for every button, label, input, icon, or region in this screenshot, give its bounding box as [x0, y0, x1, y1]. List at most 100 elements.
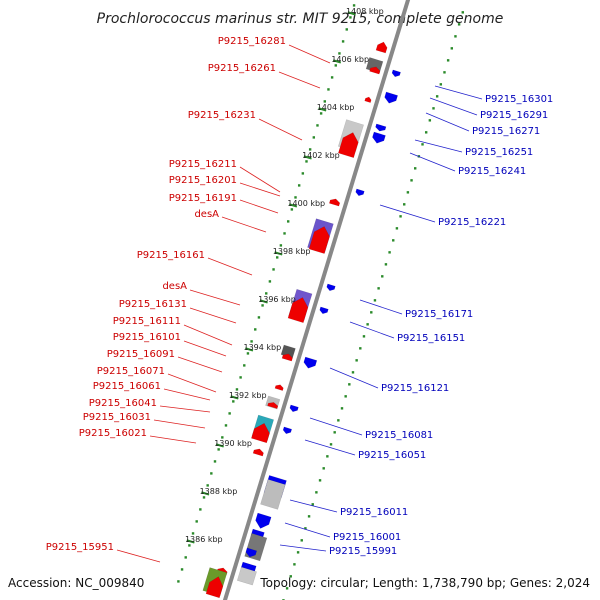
ring-dot [286, 220, 290, 223]
ring-dot [213, 460, 217, 463]
ring-dot [177, 580, 180, 583]
leader-line [167, 373, 217, 393]
leader-line [258, 118, 303, 141]
gene-reverse [372, 131, 386, 144]
ring-dot [307, 515, 311, 518]
leader-line [434, 85, 483, 100]
outer-tick-ring [177, 4, 356, 583]
ring-dot [341, 40, 345, 43]
tick-mark [332, 59, 342, 64]
gene-forward [205, 576, 224, 599]
ring-dot [377, 287, 380, 290]
leader-line [239, 182, 281, 197]
ring-dot [428, 119, 432, 122]
leader-line [239, 166, 281, 193]
tick-mark [215, 443, 224, 448]
ring-dot [410, 179, 413, 182]
gene-reverse [319, 306, 329, 315]
ring-dot [268, 280, 272, 283]
ring-dot [345, 28, 348, 31]
ring-dot [188, 544, 191, 547]
ring-dot [381, 275, 384, 278]
ring-dot [257, 316, 261, 319]
tick-label: 1404 kbp [317, 103, 355, 112]
ring-dot [461, 11, 464, 14]
ring-dot [316, 124, 319, 127]
gene-label-reverse: P9215_16121 [381, 383, 449, 394]
ring-dot [362, 335, 366, 338]
leader-line [189, 307, 237, 324]
leader-line [159, 405, 211, 413]
ring-dot [246, 352, 250, 355]
tick-mark [303, 155, 312, 160]
gene-label-forward: P9215_16211 [169, 159, 237, 170]
ring-dot [424, 131, 428, 134]
ring-dot [318, 479, 322, 482]
ring-dot [283, 232, 286, 235]
gene-forward [252, 448, 264, 457]
gene-reverse [260, 479, 286, 510]
tick-mark [259, 299, 268, 304]
leader-line [284, 522, 331, 538]
ring-dot [279, 244, 283, 247]
ring-dot [308, 148, 312, 151]
gene-forward [287, 297, 309, 324]
ring-dot [217, 448, 220, 451]
ring-dot [373, 299, 377, 302]
tick-label: 1392 kbp [229, 391, 267, 400]
gene-reverse [255, 512, 272, 529]
gene-label-forward: P9215_15951 [46, 542, 114, 553]
tick-mark [186, 539, 195, 544]
ring-dot [199, 508, 202, 511]
ring-dot [228, 412, 231, 415]
gene-reverse [236, 566, 257, 586]
gene-label-reverse: P9215_16251 [465, 147, 533, 158]
ring-dot [319, 112, 323, 115]
ring-dot [329, 443, 333, 446]
gene-forward [281, 353, 293, 362]
tick-mark [318, 107, 327, 112]
ring-dot [243, 364, 246, 367]
gene-label-reverse: P9215_16151 [397, 333, 465, 344]
gene-label-reverse: P9215_16011 [340, 507, 408, 518]
bp-ticks: 1408 kbp 1406 kbp 1404 kbp 1402 kbp 1400 kbp… [185, 7, 384, 544]
ring-dot [297, 184, 301, 187]
gene-label-forward: desA [194, 209, 219, 220]
tick-label: 1408 kbp [346, 7, 384, 16]
ring-dot [327, 88, 330, 91]
leader-line [149, 435, 197, 444]
gene-label-reverse: P9215_16291 [480, 110, 548, 121]
gene-label-reverse: P9215_16271 [472, 126, 540, 137]
gene-labels: P9215_16281 P9215_16261 P9215_16231 P9215_1… [46, 36, 554, 557]
gene-label-forward: P9215_16021 [79, 428, 147, 439]
ring-dot [414, 167, 417, 170]
ring-dot [305, 160, 308, 163]
leader-line [183, 324, 233, 346]
ring-dot [272, 268, 275, 271]
ring-dot [450, 47, 454, 50]
ring-dot [355, 359, 358, 362]
ring-dot [235, 388, 239, 391]
ring-dot [334, 64, 337, 67]
gene-forward [308, 226, 330, 254]
tick-label: 1402 kbp [302, 151, 340, 160]
ring-dot [221, 436, 224, 439]
gene-reverse [244, 532, 268, 562]
topology-text: Topology: circular; Length: 1,738,790 bp… [259, 576, 590, 590]
gene-reverse [391, 69, 401, 78]
ring-dot [349, 16, 352, 19]
leader-line [359, 299, 403, 315]
gene-reverse [384, 91, 399, 104]
gene-label-forward: P9215_16041 [89, 398, 157, 409]
ring-dot [340, 407, 344, 410]
gene-reverse [245, 547, 258, 558]
ring-dot [296, 551, 300, 554]
leader-line [153, 419, 206, 429]
tick-mark [245, 347, 254, 352]
ring-dot [323, 100, 326, 103]
gene-forward [267, 402, 279, 409]
leader-line [288, 44, 331, 64]
gene-label-forward: P9215_16191 [169, 193, 237, 204]
gene-label-reverse: P9215_16051 [358, 450, 426, 461]
